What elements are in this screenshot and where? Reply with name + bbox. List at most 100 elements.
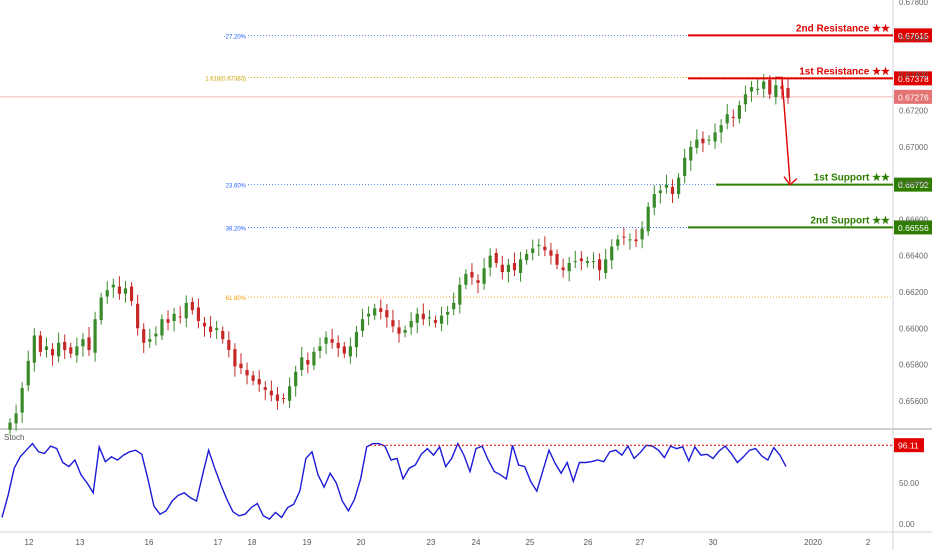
candle-body <box>87 337 91 351</box>
candle-body <box>32 335 36 363</box>
candle-body <box>622 236 626 238</box>
axes: 0.67800 0.67600 0.67400 0.67200 0.67000 0.668… <box>25 0 929 547</box>
candle-body <box>93 319 97 353</box>
candle-body <box>142 329 146 343</box>
candle-body <box>683 157 687 176</box>
support-resistance-levels: 2nd Resistance ★★ 0.67615 1st Resistance ★… <box>688 23 932 235</box>
candle-body <box>379 308 383 312</box>
candle-body <box>719 125 723 133</box>
time-tick-label: 26 <box>584 538 593 547</box>
level-price-label: 0.66792 <box>898 180 929 190</box>
candle-body <box>75 346 79 356</box>
level-price-label: 0.67378 <box>898 74 929 84</box>
level-price-label: 0.67615 <box>898 31 929 41</box>
level-price-tag <box>894 177 932 192</box>
candle-body <box>215 328 219 331</box>
candle-body <box>263 387 267 390</box>
price-tick-label: 0.65800 <box>899 361 928 370</box>
candle-body <box>403 330 407 333</box>
candle-body <box>123 288 128 294</box>
candle-body <box>275 394 280 401</box>
fib-level-label: 1.618(0.67383) <box>205 76 246 82</box>
price-tick-label: 0.65600 <box>899 397 928 406</box>
arrow-head <box>783 176 798 186</box>
candle-body <box>476 280 480 283</box>
candle-body <box>239 363 243 369</box>
stochastic-line <box>1 441 787 520</box>
candle-body <box>762 81 766 89</box>
candle-body <box>774 85 778 98</box>
candle-body <box>391 320 395 327</box>
candle-body <box>20 388 24 413</box>
candle-body <box>14 413 18 424</box>
candle-body <box>470 272 474 278</box>
candle-body <box>50 349 55 356</box>
price-tick-label: 0.67000 <box>899 143 928 152</box>
candle-body <box>555 253 559 265</box>
candle-body <box>129 286 134 302</box>
candle-body <box>184 302 188 319</box>
candle-body <box>591 261 596 263</box>
candle-body <box>433 320 438 323</box>
fib-level-label: -27.20% <box>224 34 247 40</box>
level-name-label: 2nd Support ★★ <box>810 215 890 226</box>
candle-body <box>202 322 207 327</box>
candle-body <box>136 303 140 329</box>
stochastic-panel: 96.11 <box>1 438 924 520</box>
candle-body <box>518 259 523 273</box>
time-tick-label: 2020 <box>804 538 822 547</box>
candle-body <box>707 139 711 141</box>
candle-body <box>105 290 109 297</box>
candle-body <box>342 346 346 354</box>
candle-body <box>99 297 103 321</box>
candle-body <box>269 390 273 396</box>
candle-body <box>300 357 304 370</box>
candle-body <box>330 339 334 343</box>
candle-body <box>208 326 213 332</box>
candle-body <box>221 330 225 340</box>
candle-body <box>373 308 377 316</box>
projection-arrow <box>776 76 798 186</box>
stoch-indicator-label: Stoch <box>4 433 24 442</box>
candle-body <box>44 346 49 351</box>
candle-body <box>543 246 547 251</box>
candle-body <box>397 327 401 334</box>
level-price-tag <box>894 220 932 235</box>
candle-body <box>294 371 298 387</box>
candle-body <box>26 360 30 386</box>
candle-body <box>281 398 286 400</box>
candle-body <box>604 259 608 273</box>
price-tick-label: 0.67200 <box>899 107 928 116</box>
candle-body <box>780 86 784 89</box>
candle-body <box>494 252 498 263</box>
candle-body <box>743 94 748 105</box>
time-tick-label: 12 <box>25 538 34 547</box>
candle-body <box>670 186 675 195</box>
candle-body <box>324 337 328 344</box>
candle-body <box>628 239 632 241</box>
candle-body <box>360 319 365 331</box>
price-tick-label: 0.67800 <box>899 0 928 7</box>
candle-body <box>531 248 535 253</box>
candle-body <box>585 261 590 263</box>
candle-body <box>652 194 656 208</box>
candle-body <box>367 313 371 317</box>
level-price-tag <box>894 71 932 86</box>
level-name-label: 1st Resistance ★★ <box>799 66 890 77</box>
candle-body <box>245 369 249 376</box>
candle-body <box>458 284 462 305</box>
candle-body <box>57 342 61 357</box>
candle-body <box>196 307 201 321</box>
candle-body <box>427 317 431 319</box>
candle-body <box>312 351 316 366</box>
level-name-label: 2nd Resistance ★★ <box>796 23 890 34</box>
candle-body <box>701 138 705 144</box>
candle-body <box>549 250 553 256</box>
candle-body <box>579 258 583 262</box>
candle-body <box>689 146 693 161</box>
candle-body <box>111 284 115 288</box>
candle-body <box>8 422 12 430</box>
price-tick-label: 0.67600 <box>899 34 928 43</box>
candle-body <box>306 359 310 365</box>
